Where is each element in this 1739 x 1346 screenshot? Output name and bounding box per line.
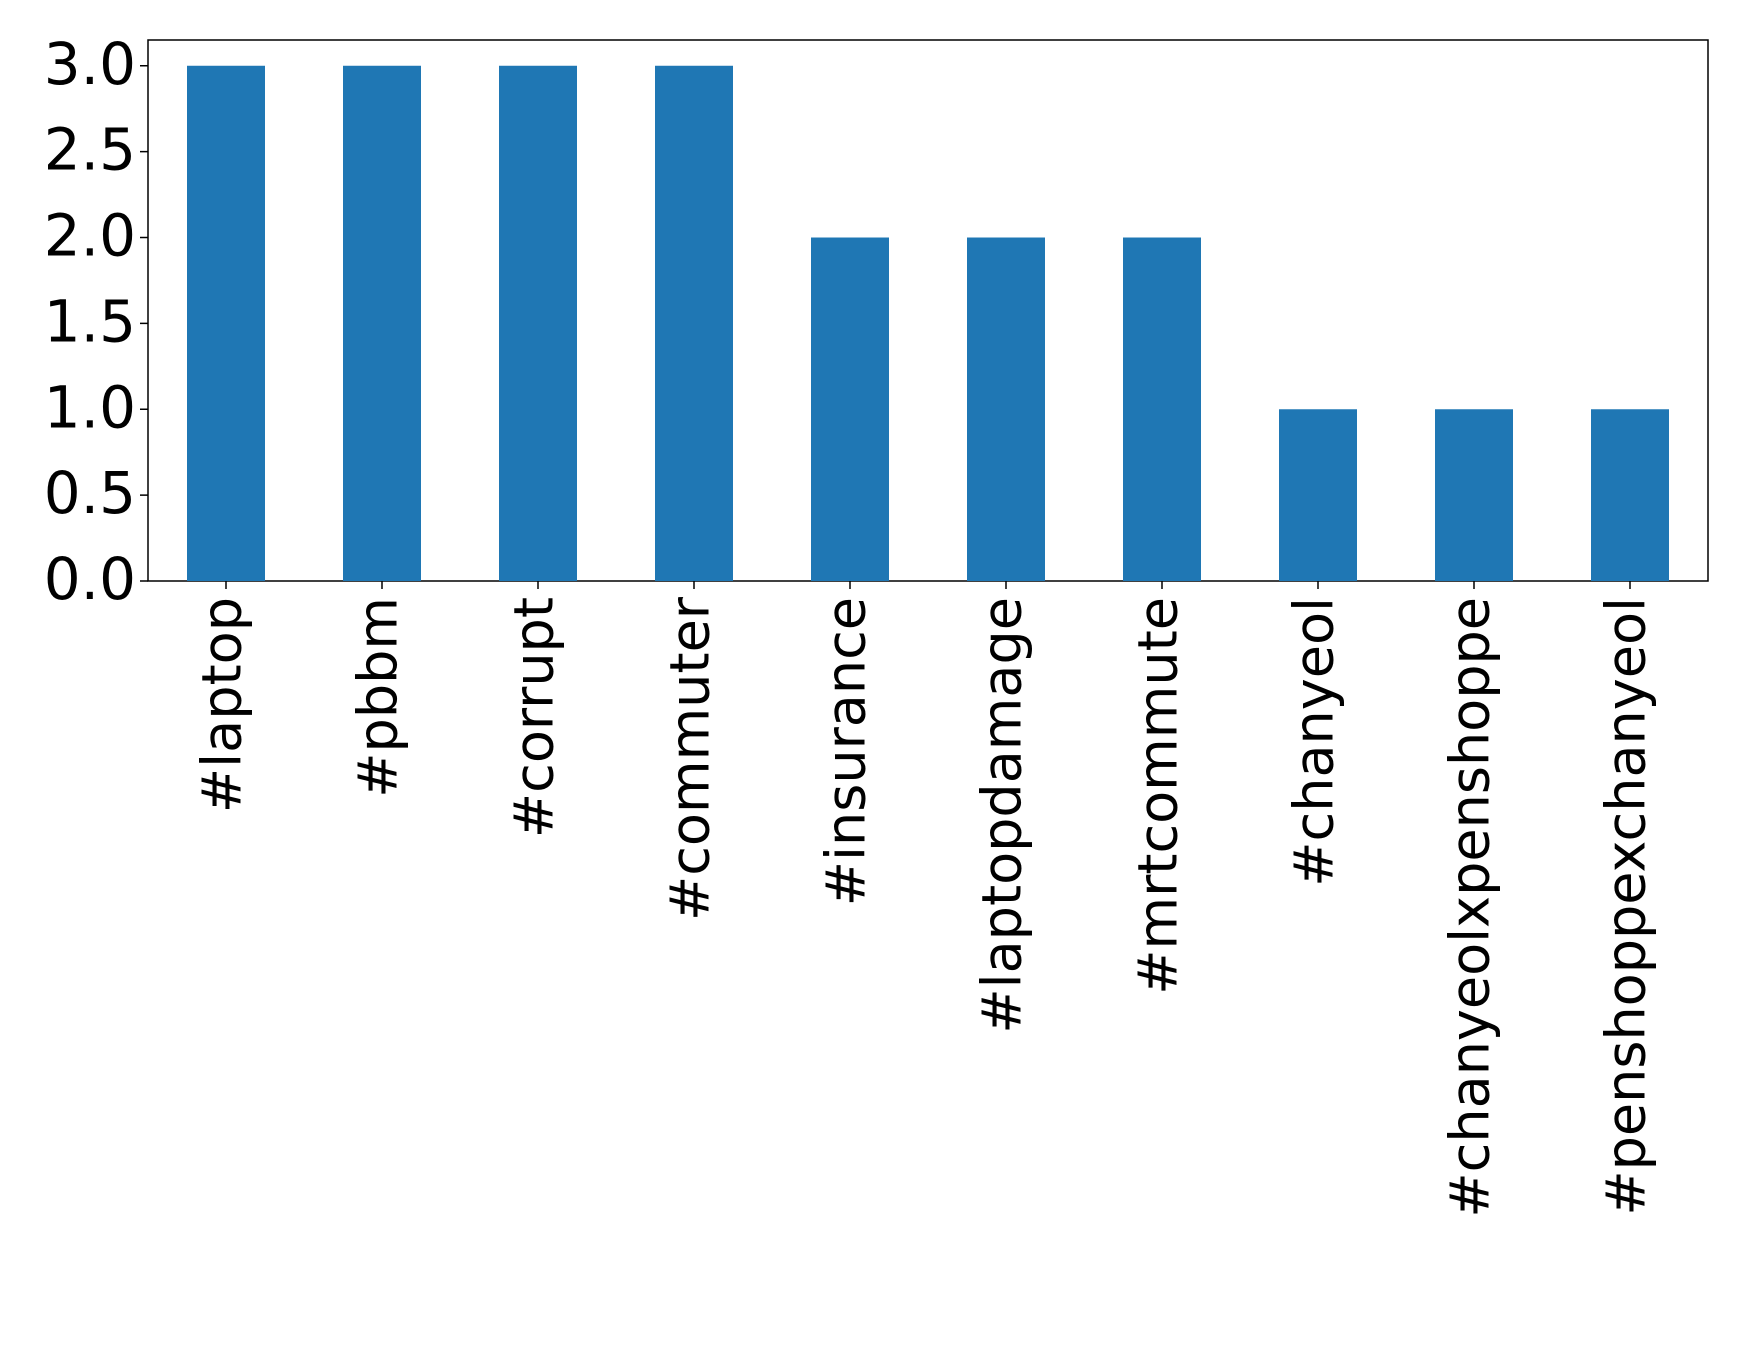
y-tick-label: 1.5 xyxy=(44,287,136,355)
x-tick-label: #laptopdamage xyxy=(971,597,1034,1034)
bar xyxy=(187,65,265,581)
bar xyxy=(1279,409,1357,581)
bar xyxy=(1123,237,1201,581)
bar xyxy=(1435,409,1513,581)
x-tick-label: #commuter xyxy=(659,596,722,921)
y-tick-label: 3.0 xyxy=(44,30,136,98)
x-tick-label: #corrupt xyxy=(503,597,566,838)
x-tick-label: #laptop xyxy=(191,597,254,813)
y-tick-label: 2.5 xyxy=(44,116,136,184)
bar xyxy=(655,65,733,581)
bar xyxy=(499,65,577,581)
bar xyxy=(967,237,1045,581)
x-tick-label: #chanyeol xyxy=(1283,597,1346,887)
y-tick-label: 2.0 xyxy=(44,202,136,270)
bar xyxy=(811,237,889,581)
y-tick-label: 0.0 xyxy=(44,545,136,613)
x-tick-label: #mrtcommute xyxy=(1127,597,1190,995)
x-tick-label: #penshoppexchanyeol xyxy=(1595,597,1658,1216)
x-tick-label: #insurance xyxy=(815,597,878,906)
x-tick-label: #pbbm xyxy=(347,597,410,798)
plot-frame xyxy=(147,39,1709,582)
x-tick-label: #chanyeolxpenshoppe xyxy=(1439,597,1502,1218)
y-tick-label: 0.5 xyxy=(44,459,136,527)
bar xyxy=(343,65,421,581)
bar xyxy=(1591,409,1669,581)
y-tick-label: 1.0 xyxy=(44,373,136,441)
